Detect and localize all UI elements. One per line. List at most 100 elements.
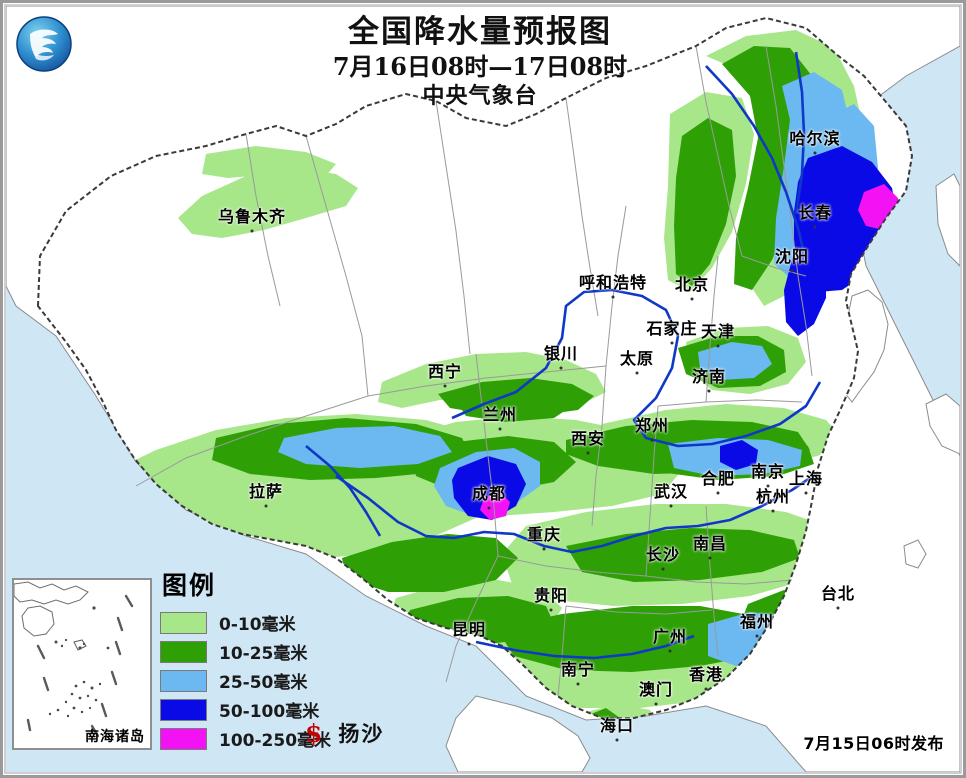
legend-swatch — [160, 640, 207, 663]
city-marker-dot — [467, 642, 471, 646]
city-label: 北京 — [674, 275, 710, 294]
city-label: 台北 — [820, 584, 856, 603]
city-marker-dot — [542, 547, 546, 551]
city-marker-dot — [716, 491, 720, 495]
issue-stamp: 7月15日06时发布 — [803, 734, 944, 753]
city-label: 银川 — [543, 344, 579, 363]
city-marker-dot — [498, 427, 502, 431]
legend-swatch — [160, 698, 207, 721]
city-label: 济南 — [691, 367, 727, 386]
inset-label: 南海诸岛 — [85, 729, 145, 745]
city-marker-dot — [670, 341, 674, 345]
city-label: 武汉 — [653, 482, 689, 501]
city-marker-dot — [650, 438, 654, 442]
legend-row: 0-10毫米 — [160, 609, 331, 636]
legend-label: 10-25毫米 — [219, 644, 308, 664]
city-marker-dot — [661, 567, 665, 571]
city-marker-dot — [264, 504, 268, 508]
city-label: 哈尔滨 — [789, 129, 841, 148]
legend-label: 50-100毫米 — [219, 702, 320, 722]
legend-swatch — [160, 611, 207, 634]
city-label: 南京 — [750, 462, 786, 481]
city-label: 西宁 — [427, 362, 463, 381]
city-label: 杭州 — [755, 487, 791, 506]
city-label: 上海 — [788, 469, 824, 488]
forecast-period: 7月16日08时—17日08时 — [332, 51, 628, 81]
south-china-sea-inset-map — [14, 580, 150, 748]
blowing-sand-label: 扬沙 — [338, 722, 385, 746]
city-marker-dot — [549, 608, 553, 612]
city-marker-dot — [668, 649, 672, 653]
legend-rows: 0-10毫米 10-25毫米 25-50毫米 50-100毫米 100-250毫米 — [160, 609, 331, 752]
china-precipitation-map — [6, 6, 960, 772]
city-marker-dot — [559, 366, 563, 370]
city-marker-dot — [586, 451, 590, 455]
city-label: 石家庄 — [646, 319, 698, 338]
rivers — [305, 51, 822, 660]
city-marker-dot — [487, 506, 491, 510]
city-marker-dot — [813, 151, 817, 155]
city-label: 西安 — [570, 429, 606, 448]
city-marker-dot — [704, 687, 708, 691]
city-marker-dot — [790, 269, 794, 273]
city-marker-dot — [804, 491, 808, 495]
legend-swatch — [160, 669, 207, 692]
city-label: 长沙 — [645, 545, 681, 564]
legend-row: 10-25毫米 — [160, 638, 331, 665]
city-label: 郑州 — [634, 416, 670, 435]
city-marker-dot — [813, 225, 817, 229]
city-marker-dot — [707, 389, 711, 393]
city-label: 太原 — [619, 349, 655, 368]
city-marker-dot — [716, 344, 720, 348]
city-marker-dot — [576, 682, 580, 686]
legend-row: 50-100毫米 — [160, 696, 331, 723]
city-label: 澳门 — [638, 680, 674, 699]
legend: 图例 0-10毫米 10-25毫米 25-50毫米 50-100毫米 100-250毫米 — [160, 566, 331, 754]
legend-heading: 图例 — [162, 571, 217, 600]
city-label: 福州 — [739, 612, 775, 631]
city-marker-dot — [708, 556, 712, 560]
city-label: 沈阳 — [774, 247, 810, 266]
legend-label: 100-250毫米 — [219, 731, 332, 751]
city-marker-dot — [443, 384, 447, 388]
city-label: 海口 — [599, 716, 635, 735]
blowing-sand-icon: $ — [305, 718, 323, 748]
city-label: 天津 — [700, 322, 736, 341]
national-border — [36, 16, 914, 719]
city-marker-dot — [836, 606, 840, 610]
city-label: 长春 — [797, 203, 833, 222]
legend-row: 25-50毫米 — [160, 667, 331, 694]
city-marker-dot — [771, 509, 775, 513]
city-label: 重庆 — [526, 525, 562, 544]
city-marker-dot — [635, 371, 639, 375]
legend-label: 25-50毫米 — [219, 673, 308, 693]
city-label: 昆明 — [451, 620, 487, 639]
cma-dragon-logo — [12, 12, 76, 76]
city-label: 合肥 — [700, 469, 736, 488]
city-label: 香港 — [688, 665, 724, 684]
city-marker-dot — [250, 229, 254, 233]
city-marker-dot — [654, 702, 658, 706]
legend-swatch — [160, 727, 207, 750]
city-marker-dot — [611, 295, 615, 299]
city-label: 广州 — [652, 627, 688, 646]
city-label: 南宁 — [560, 660, 596, 679]
legend-row: 100-250毫米 — [160, 725, 331, 752]
south-china-sea-inset: 南海诸岛 — [12, 578, 152, 750]
province-borders — [135, 45, 813, 697]
city-marker-dot — [669, 504, 673, 508]
city-label: 乌鲁木齐 — [217, 207, 287, 226]
city-marker-dot — [755, 634, 759, 638]
blowing-sand-legend-entry: $ 扬沙 — [305, 718, 384, 748]
city-marker-dot — [766, 484, 770, 488]
city-label: 贵阳 — [533, 586, 569, 605]
city-marker-dot — [615, 738, 619, 742]
title-block: 全国降水量预报图 7月16日08时—17日08时 中央气象台 — [250, 14, 710, 111]
city-label: 呼和浩特 — [578, 273, 648, 292]
city-label: 拉萨 — [248, 482, 284, 501]
issuing-organisation: 中央气象台 — [422, 82, 538, 109]
city-marker-dot — [690, 297, 694, 301]
city-label: 南昌 — [692, 534, 728, 553]
page-title: 全国降水量预报图 — [348, 14, 612, 50]
